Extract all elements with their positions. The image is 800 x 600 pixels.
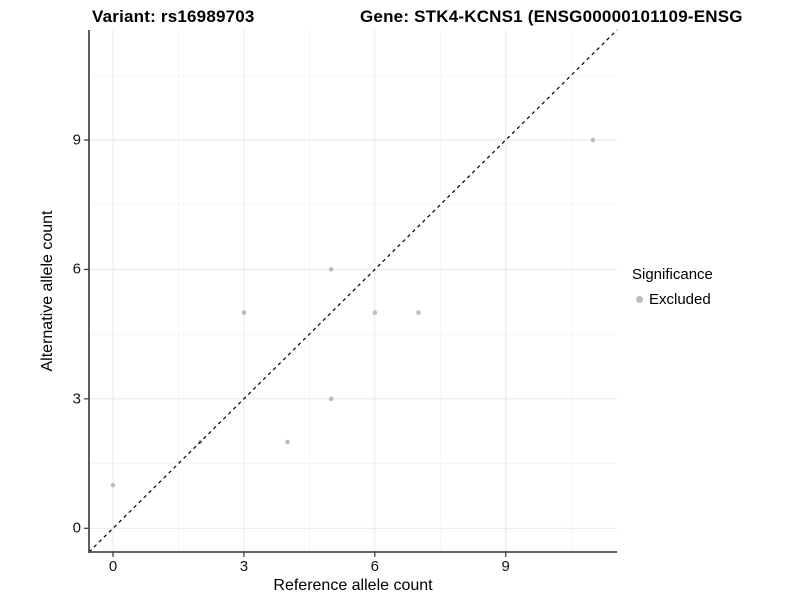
y-tick-label: 0 — [72, 519, 81, 537]
data-point — [328, 267, 334, 272]
data-point — [110, 482, 116, 488]
y-tick-label: 9 — [72, 131, 81, 149]
data-point — [328, 396, 334, 402]
legend-item-excluded: Excluded — [636, 291, 711, 308]
x-tick-label: 9 — [501, 558, 510, 575]
x-tick-label: 0 — [108, 558, 118, 575]
data-point — [285, 439, 290, 445]
legend-title: Significance — [632, 266, 713, 283]
legend-item-label: Excluded — [649, 291, 711, 308]
data-point — [241, 310, 247, 315]
x-axis-title: Reference allele count — [273, 577, 433, 594]
plot-title-gene: Gene: STK4-KCNS1 (ENSG00000101109-ENSG — [360, 7, 743, 26]
excluded-point-icon — [636, 296, 643, 303]
identity-line — [88, 29, 618, 553]
data-point — [416, 310, 421, 315]
x-tick-label: 3 — [239, 558, 249, 575]
plot-title-variant: Variant: rs16989703 — [92, 7, 255, 26]
y-axis-title: Alternative allele count — [39, 210, 56, 372]
x-tick-label: 6 — [370, 558, 379, 575]
data-point — [590, 137, 596, 143]
data-point — [372, 310, 378, 315]
y-tick-label: 3 — [72, 390, 81, 408]
y-tick-label: 6 — [72, 260, 81, 278]
